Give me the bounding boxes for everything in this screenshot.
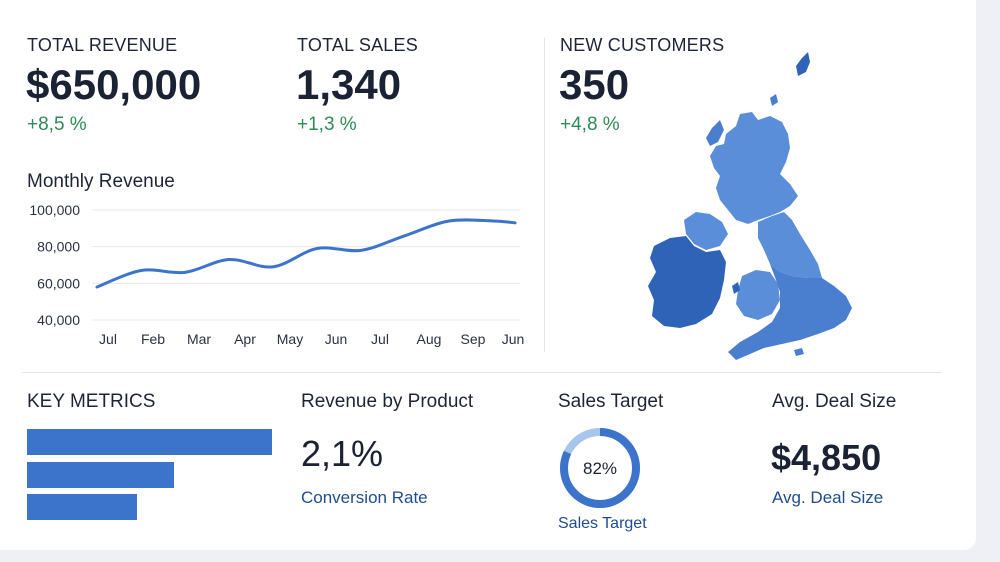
key-metric-bar: [27, 429, 272, 455]
total-sales-title: TOTAL SALES: [297, 35, 418, 55]
monthly-revenue-chart: 100,000 80,000 60,000 40,000 Jul Feb Mar Apr May…: [29, 202, 525, 347]
x-tick-label: Sep: [461, 331, 486, 347]
total-revenue-delta: +8,5 %: [27, 114, 87, 135]
total-revenue-value: $650,000: [26, 61, 202, 108]
sales-target-donut: 82%: [560, 428, 640, 508]
shetland-shape: [796, 52, 810, 76]
england-south-shape: [728, 264, 852, 360]
new-customers-title: NEW CUSTOMERS: [560, 35, 725, 55]
x-tick-label: Jul: [99, 331, 117, 347]
x-tick-label: Apr: [234, 331, 256, 347]
revenue-series-line: [95, 218, 517, 289]
england-north-shape: [758, 212, 822, 278]
key-metric-bar: [27, 462, 174, 488]
ireland-shape: [648, 236, 726, 328]
total-revenue-title: TOTAL REVENUE: [27, 35, 178, 55]
donut-progress: [560, 428, 640, 508]
horizontal-divider: [22, 372, 942, 373]
x-tick-label: Jul: [371, 331, 389, 347]
y-tick-label: 60,000: [37, 275, 80, 291]
x-tick-label: Jun: [502, 331, 525, 347]
x-tick-label: Mar: [187, 331, 211, 347]
key-metrics-title: KEY METRICS: [27, 391, 156, 412]
conversion-rate-caption: Conversion Rate: [301, 488, 428, 507]
wales-shape: [736, 270, 780, 320]
revenue-by-product-title: Revenue by Product: [301, 391, 474, 412]
total-sales-value: 1,340: [296, 61, 402, 108]
scotland-shape: [710, 112, 798, 224]
y-tick-label: 80,000: [37, 239, 80, 255]
x-tick-label: Feb: [141, 331, 165, 347]
vertical-divider: [544, 38, 545, 352]
monthly-revenue-title: Monthly Revenue: [27, 171, 175, 192]
conversion-rate-value: 2,1%: [301, 433, 384, 474]
x-tick-label: May: [277, 331, 303, 347]
avg-deal-size-value: $4,850: [771, 437, 882, 478]
avg-deal-size-caption: Avg. Deal Size: [772, 488, 884, 507]
avg-deal-size-title: Avg. Deal Size: [772, 391, 897, 412]
uk-ireland-map: [648, 52, 852, 360]
key-metric-bar: [27, 494, 137, 520]
northern-ireland-shape: [684, 212, 728, 250]
sales-target-caption: Sales Target: [558, 515, 647, 532]
y-tick-label: 100,000: [29, 202, 80, 218]
hebrides-shape: [706, 120, 724, 146]
sales-target-percent: 82%: [583, 459, 617, 478]
x-tick-label: Aug: [417, 331, 442, 347]
y-tick-label: 40,000: [37, 312, 80, 328]
dashboard-card: TOTAL REVENUE $650,000 +8,5 % TOTAL SALE…: [0, 0, 976, 550]
x-tick-label: Jun: [325, 331, 348, 347]
new-customers-delta: +4,8 %: [560, 114, 620, 135]
total-sales-delta: +1,3 %: [297, 114, 357, 135]
sales-target-title: Sales Target: [558, 391, 664, 412]
new-customers-value: 350: [559, 61, 630, 108]
